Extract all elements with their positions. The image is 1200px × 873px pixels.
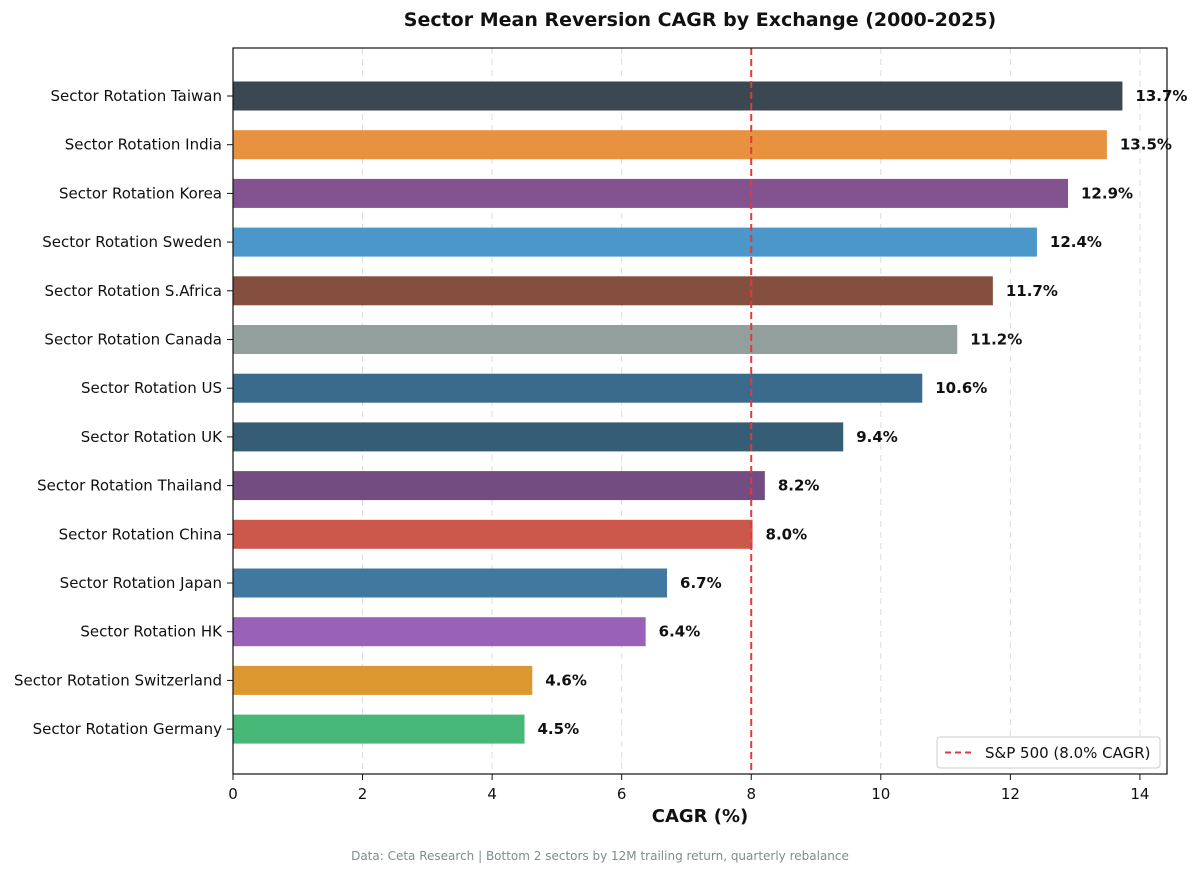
- bars-group: 13.7% 13.5% 12.9% 12.4% 11.7% 11.2% 10.6% 9.4% 8…: [233, 81, 1187, 744]
- legend-label: S&P 500 (8.0% CAGR): [985, 744, 1151, 762]
- x-tick-label: 8: [746, 785, 756, 803]
- bar: [233, 81, 1123, 111]
- category-label: Sector Rotation Taiwan: [51, 87, 223, 105]
- bar: [233, 617, 646, 647]
- value-label: 12.4%: [1050, 233, 1102, 251]
- x-tick-label: 12: [1001, 785, 1020, 803]
- bar: [233, 665, 533, 695]
- category-label: Sector Rotation Japan: [60, 574, 222, 592]
- x-tick-label: 6: [617, 785, 627, 803]
- category-label: Sector Rotation UK: [81, 428, 223, 446]
- bar: [233, 373, 923, 403]
- bar: [233, 178, 1069, 208]
- bar: [233, 422, 844, 452]
- x-tick-label: 4: [487, 785, 497, 803]
- category-label: Sector Rotation S.Africa: [44, 282, 222, 300]
- value-label: 10.6%: [935, 379, 987, 397]
- legend: S&P 500 (8.0% CAGR): [936, 736, 1161, 769]
- bar: [233, 568, 668, 598]
- plot-frame: [232, 47, 1168, 775]
- x-tick-label: 0: [228, 785, 238, 803]
- category-label: Sector Rotation Canada: [44, 331, 222, 349]
- category-label: Sector Rotation Germany: [33, 720, 223, 738]
- x-axis-label: CAGR (%): [652, 806, 749, 827]
- bar: [233, 130, 1107, 160]
- bar: [233, 519, 753, 549]
- category-label: Sector Rotation Korea: [59, 184, 222, 202]
- value-label: 12.9%: [1081, 184, 1133, 202]
- x-tick-label: 2: [358, 785, 368, 803]
- value-label: 6.7%: [680, 574, 722, 592]
- bar: [233, 325, 958, 354]
- value-label: 8.2%: [778, 477, 820, 495]
- bar: [233, 227, 1037, 257]
- value-label: 4.5%: [538, 720, 580, 738]
- x-tick-label: 14: [1130, 785, 1149, 803]
- category-label: Sector Rotation Thailand: [37, 477, 222, 495]
- x-axis: 0 2 4 6 8 10 12 14: [228, 774, 1149, 803]
- category-label: Sector Rotation China: [59, 525, 222, 543]
- footnote: Data: Ceta Research | Bottom 2 sectors b…: [351, 849, 849, 863]
- x-tick-label: 10: [871, 785, 890, 803]
- value-label: 6.4%: [659, 623, 701, 641]
- category-label: Sector Rotation Switzerland: [14, 671, 222, 689]
- bar: [233, 714, 525, 744]
- category-label: Sector Rotation US: [81, 379, 222, 397]
- category-label: Sector Rotation HK: [80, 623, 223, 641]
- category-label: Sector Rotation India: [65, 136, 222, 154]
- legend-box: [936, 736, 1161, 769]
- value-label: 4.6%: [545, 671, 587, 689]
- value-label: 13.5%: [1120, 136, 1172, 154]
- value-label: 9.4%: [856, 428, 898, 446]
- value-label: 11.2%: [970, 331, 1022, 349]
- bar: [233, 276, 993, 306]
- bar: [233, 471, 765, 501]
- value-label: 11.7%: [1006, 282, 1058, 300]
- y-axis: Sector Rotation Taiwan Sector Rotation In…: [14, 87, 233, 738]
- chart-title: Sector Mean Reversion CAGR by Exchange (…: [404, 9, 996, 31]
- value-label: 13.7%: [1135, 87, 1187, 105]
- value-label: 8.0%: [766, 525, 808, 543]
- category-label: Sector Rotation Sweden: [42, 233, 222, 251]
